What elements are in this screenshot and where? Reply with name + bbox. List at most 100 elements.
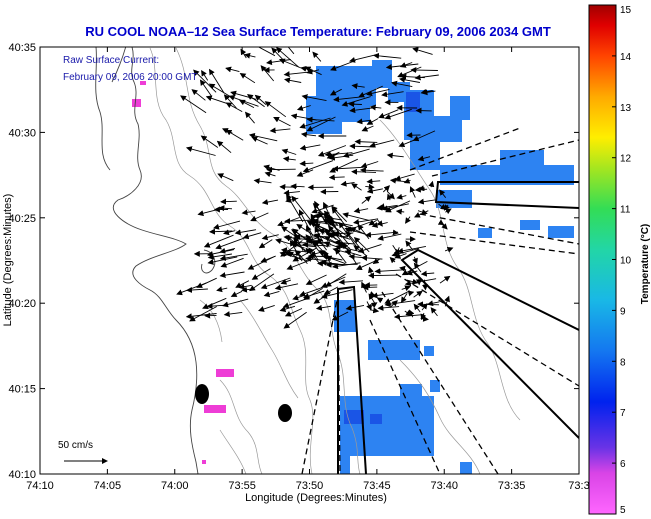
current-vector: [321, 254, 343, 261]
y-tick-label: 40:30: [8, 127, 36, 139]
current-vector: [348, 253, 368, 260]
current-vector: [400, 73, 425, 80]
current-vector: [201, 69, 209, 81]
map-title: RU COOL NOAA–12 Sea Surface Temperature:…: [85, 24, 551, 39]
current-vector: [220, 257, 244, 268]
current-vector: [342, 148, 370, 158]
current-vector: [386, 152, 404, 159]
transect-boxes: [337, 181, 579, 474]
current-vector: [373, 52, 402, 59]
current-vector: [366, 88, 390, 97]
current-vector: [219, 247, 236, 254]
current-vector: [250, 212, 269, 222]
current-vector: [205, 95, 232, 106]
current-vector: [251, 136, 268, 145]
current-vector: [354, 138, 378, 145]
current-vector: [361, 281, 367, 293]
current-vector: [410, 67, 438, 74]
colorbar-tick-label: 9: [620, 306, 626, 317]
current-vector: [258, 239, 273, 249]
current-vector: [353, 245, 367, 256]
current-vector: [291, 195, 312, 221]
station-markers: [195, 384, 292, 422]
current-vector: [412, 47, 433, 55]
current-vector: [365, 183, 375, 190]
current-vector: [203, 234, 234, 248]
current-vector: [279, 251, 309, 262]
current-vector: [328, 174, 345, 181]
current-vector: [269, 127, 291, 134]
current-vector: [407, 290, 415, 297]
x-tick-label: 74:05: [94, 480, 122, 492]
current-vector: [230, 90, 257, 100]
current-vector: [392, 229, 399, 236]
current-vector: [417, 198, 436, 205]
scale-label: 50 cm/s: [58, 440, 93, 451]
colorbar-tick-label: 11: [620, 205, 631, 216]
current-vector: [220, 198, 237, 205]
current-vector: [294, 249, 308, 265]
current-vector: [274, 283, 299, 291]
current-vector: [389, 257, 397, 264]
current-vector: [394, 173, 415, 182]
current-vector: [325, 273, 347, 287]
current-vector: [299, 160, 314, 167]
current-vector: [395, 208, 405, 215]
current-vector: [349, 53, 378, 63]
colorbar-tick-label: 15: [620, 5, 632, 16]
current-vector: [225, 66, 240, 73]
current-vector: [317, 237, 327, 251]
x-tick-label: 74:10: [26, 480, 54, 492]
y-axis-label: Latitude (Degrees:Minutes): [2, 194, 14, 327]
current-vector: [313, 223, 336, 234]
current-vector: [306, 116, 335, 123]
current-vector: [299, 286, 323, 297]
current-vector: [251, 268, 271, 280]
current-vector: [342, 212, 370, 221]
current-vector: [303, 290, 325, 299]
current-vector: [275, 47, 300, 68]
current-vector: [368, 272, 398, 279]
current-vector: [362, 284, 378, 291]
current-vector: [351, 183, 362, 191]
current-vector: [348, 101, 362, 108]
coastline: [95, 47, 216, 474]
current-vector: [357, 243, 382, 254]
current-vector: [369, 139, 395, 148]
current-vector: [248, 132, 278, 142]
surface-current-vectors: [176, 47, 454, 329]
current-vector: [306, 68, 320, 75]
colorbar-tick-label: 10: [620, 256, 632, 267]
current-vector: [180, 95, 207, 114]
current-vector: [445, 208, 452, 215]
colorbar: [588, 4, 617, 515]
current-vector: [379, 203, 386, 211]
current-vector: [206, 303, 224, 310]
current-vector: [281, 148, 297, 155]
current-vector: [302, 160, 334, 173]
current-vector: [225, 129, 244, 141]
current-vector: [394, 253, 407, 259]
current-vector: [326, 151, 340, 159]
current-vector: [409, 186, 416, 198]
current-vector: [361, 125, 374, 132]
current-vector: [324, 236, 349, 250]
current-vector: [261, 199, 279, 206]
current-vector: [306, 116, 336, 132]
current-vector: [312, 51, 322, 62]
current-vector: [420, 88, 433, 95]
current-vector: [381, 91, 404, 98]
current-vector: [283, 71, 310, 78]
current-vector: [287, 47, 295, 55]
colorbar-tick-label: 13: [620, 103, 632, 114]
current-vector: [279, 183, 297, 190]
current-vector: [284, 308, 303, 317]
current-vector: [323, 286, 339, 295]
current-vector: [338, 221, 357, 247]
current-vector: [282, 156, 296, 163]
current-vector: [216, 286, 228, 293]
x-tick-label: 73:35: [498, 480, 526, 492]
current-vector: [368, 219, 377, 226]
colorbar-tick-label: 14: [620, 52, 632, 63]
